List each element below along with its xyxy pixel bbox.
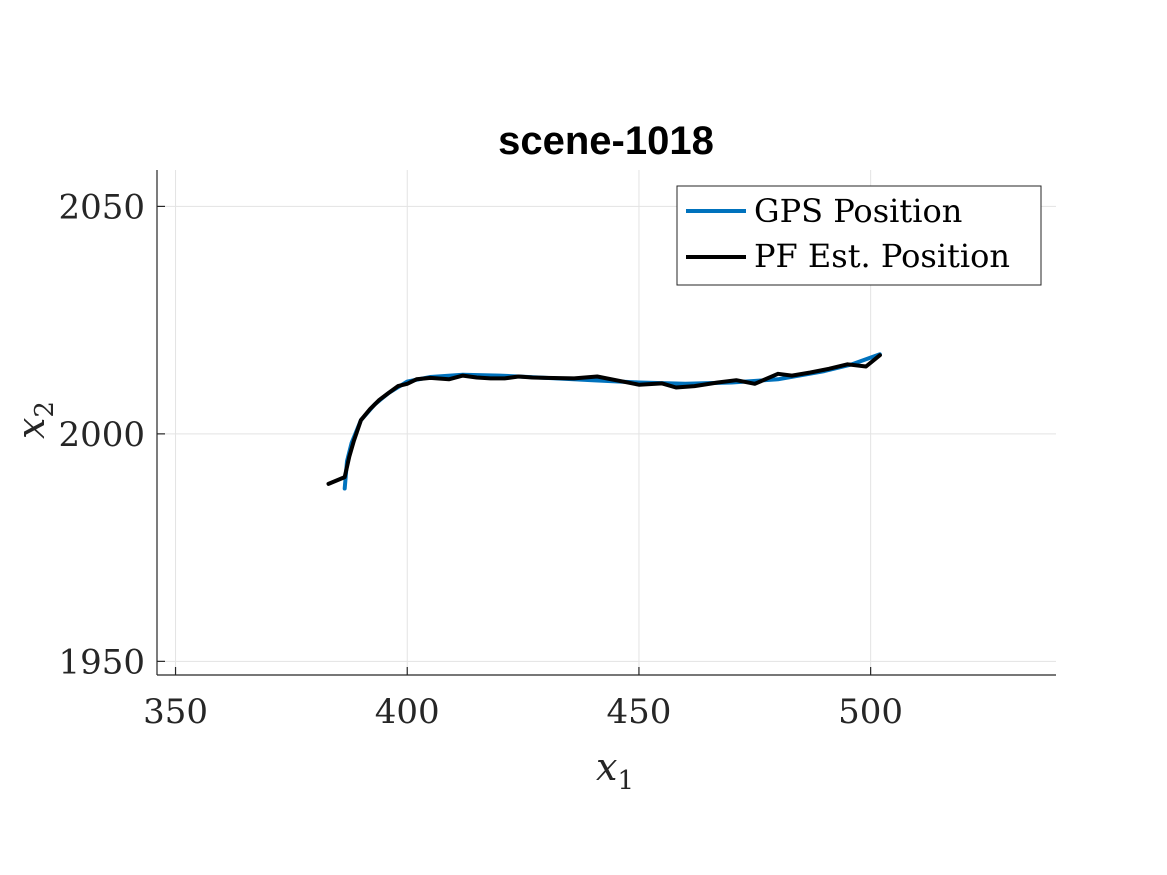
x-axis-label-base: x: [596, 745, 617, 789]
legend: GPS Position PF Est. Position: [676, 185, 1042, 286]
x-axis-label: x1: [596, 745, 634, 796]
tick-labels: 350 400 450 500 1950 2000 2050: [58, 187, 903, 732]
series-line-pf-est-position: [326, 353, 882, 486]
y-axis-label-sub: 2: [30, 401, 60, 418]
chart-title: scene-1018: [498, 119, 714, 163]
x-tick-label: 400: [375, 692, 440, 732]
legend-box: [676, 185, 1042, 286]
axes: [156, 170, 1056, 676]
y-axis-label-group: x2: [9, 401, 60, 439]
y-axis-label: x2: [9, 401, 60, 439]
x-axis-label-sub: 1: [617, 766, 634, 796]
legend-label-gps: GPS Position: [754, 192, 962, 230]
y-axis-label-base: x: [9, 418, 53, 439]
y-tick-label: 2000: [58, 415, 145, 455]
x-tick-label: 500: [838, 692, 903, 732]
x-tick-label: 450: [606, 692, 671, 732]
plot-series: [326, 352, 882, 491]
y-tick-label: 2050: [58, 187, 145, 227]
legend-label-pf: PF Est. Position: [754, 237, 1010, 275]
x-tick-label: 350: [143, 692, 208, 732]
y-tick-label: 1950: [58, 642, 145, 682]
